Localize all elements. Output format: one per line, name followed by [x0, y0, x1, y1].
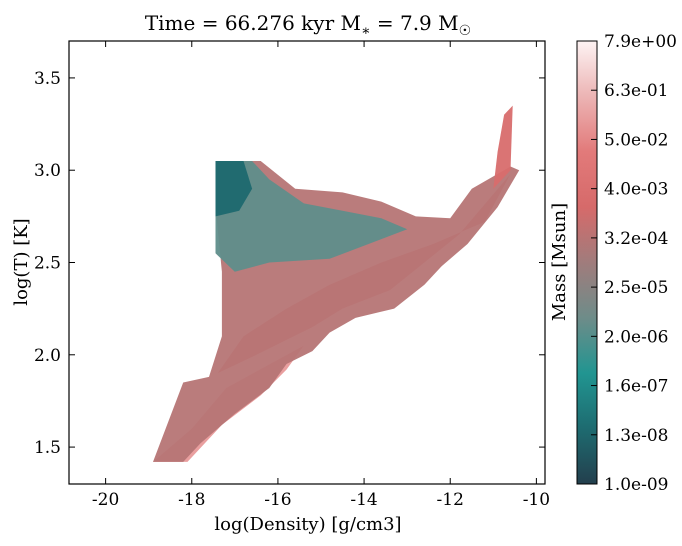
y-axis: 1.5 2.0 2.5 3.0 3.5 — [34, 69, 545, 458]
colorbar-tick-label: 5.0e-02 — [604, 130, 668, 150]
y-tick-label: 2.5 — [34, 254, 61, 274]
x-tick-label: -16 — [264, 490, 291, 510]
y-axis-label: log(T) [K] — [11, 218, 32, 305]
y-tick-label: 3.5 — [34, 69, 61, 89]
x-tick-label: -20 — [92, 490, 119, 510]
colorbar — [576, 40, 598, 485]
chart-title: Time = 66.276 kyr M∗ = 7.9 M☉ — [145, 11, 471, 39]
colorbar-label: Mass [Msun] — [549, 203, 570, 321]
heatmap-region-4 — [215, 161, 253, 217]
colorbar-tick-label: 3.2e-04 — [604, 229, 668, 249]
heatmap-region-2 — [153, 161, 520, 462]
plot-area — [153, 105, 520, 462]
colorbar-tick-label: 6.3e-01 — [604, 81, 668, 101]
colorbar-tick-label: 4.0e-03 — [604, 180, 668, 200]
colorbar-tick-label: 1.0e-09 — [604, 475, 668, 495]
y-tick-label: 3.0 — [34, 161, 61, 181]
colorbar-tick-label: 1.3e-08 — [604, 426, 668, 446]
x-tick-label: -10 — [523, 490, 550, 510]
colorbar-axis: 1.0e-09 1.3e-08 1.6e-07 2.0e-06 2.5e-05 3.2e-… — [591, 32, 677, 495]
heatmap-region-3 — [215, 161, 408, 272]
colorbar-tick-label: 2.0e-06 — [604, 327, 668, 347]
y-tick-label: 1.5 — [34, 438, 61, 458]
x-tick-label: -12 — [437, 490, 464, 510]
y-tick-label: 2.0 — [34, 346, 61, 366]
x-tick-label: -18 — [178, 490, 205, 510]
colorbar-tick-label: 7.9e+00 — [604, 32, 677, 52]
x-tick-label: -14 — [350, 490, 377, 510]
colorbar-tick-label: 2.5e-05 — [604, 278, 668, 298]
colorbar-tick-label: 1.6e-07 — [604, 377, 668, 397]
x-axis-label: log(Density) [g/cm3] — [214, 514, 401, 535]
x-axis: -20 -18 -16 -14 -12 -10 — [92, 41, 550, 510]
heatmap-region-5 — [493, 105, 513, 189]
